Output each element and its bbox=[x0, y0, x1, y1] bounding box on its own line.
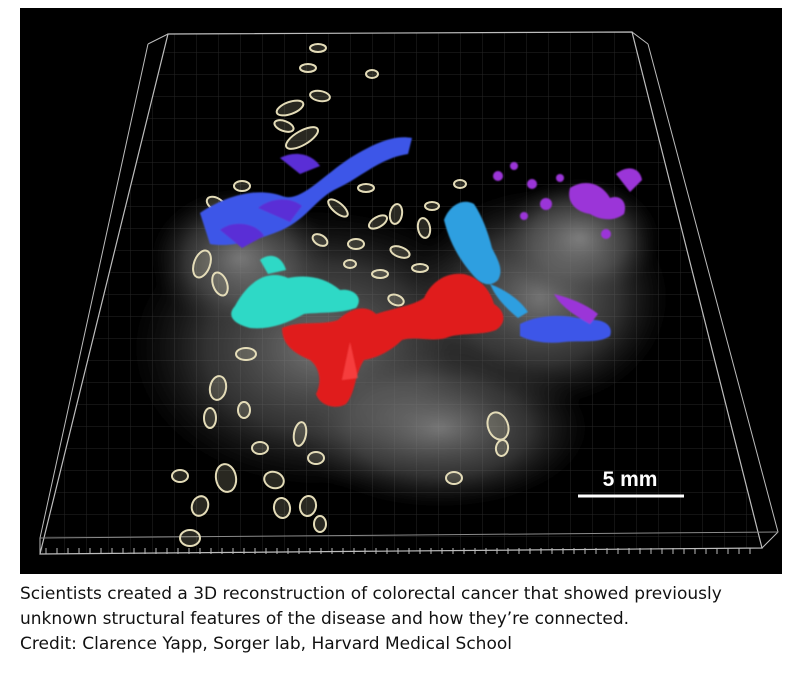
violet-right-cluster bbox=[520, 294, 611, 343]
scale-bar: 5 mm bbox=[578, 468, 684, 498]
blue-cluster bbox=[200, 137, 412, 248]
red-cluster bbox=[282, 273, 504, 407]
figure-caption: Scientists created a 3D reconstruction o… bbox=[20, 582, 790, 657]
microscopy-3d-reconstruction: 5 mm bbox=[20, 8, 782, 574]
purple-cluster bbox=[493, 162, 642, 239]
outlined-structures bbox=[171, 43, 510, 547]
sky-blue-cluster bbox=[444, 201, 528, 318]
cyan-cluster bbox=[231, 255, 359, 329]
caption-line-1: Scientists created a 3D reconstruction o… bbox=[20, 584, 722, 604]
caption-credit: Credit: Clarence Yapp, Sorger lab, Harva… bbox=[20, 634, 512, 654]
caption-line-2: unknown structural features of the disea… bbox=[20, 609, 630, 629]
scale-bar-label: 5 mm bbox=[603, 468, 658, 491]
